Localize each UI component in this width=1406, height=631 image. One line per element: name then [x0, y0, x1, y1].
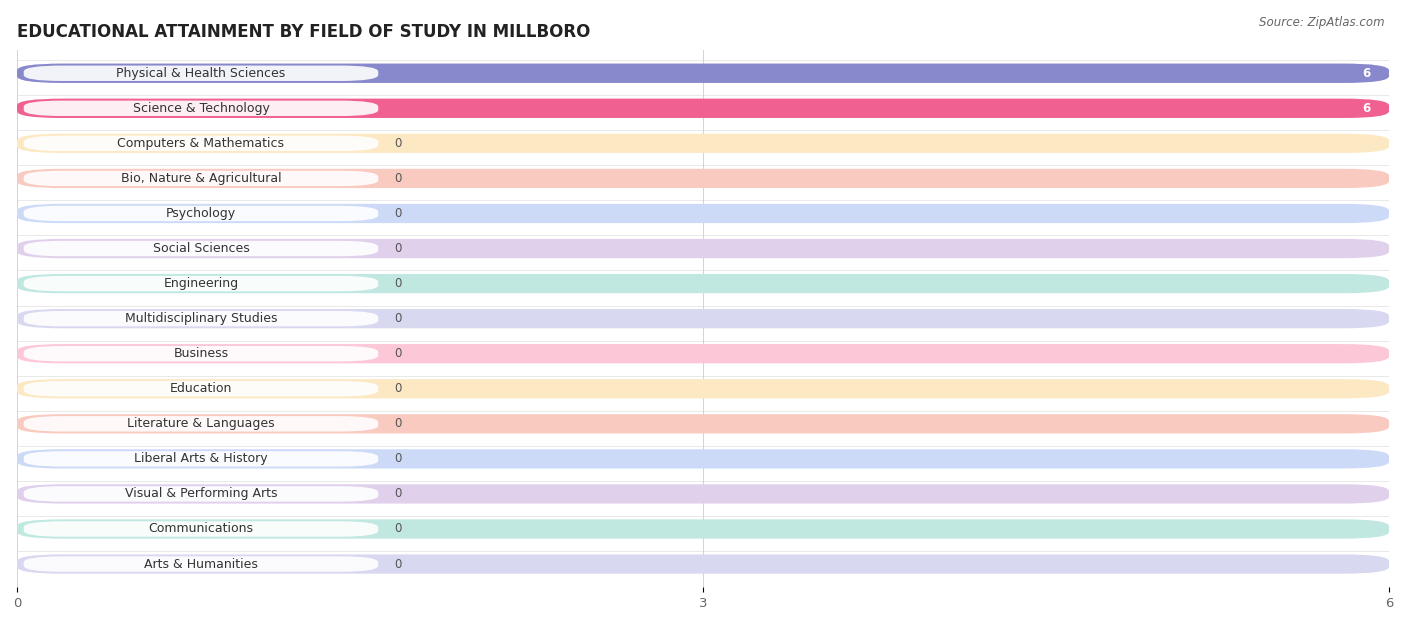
FancyBboxPatch shape	[17, 309, 1389, 328]
Text: EDUCATIONAL ATTAINMENT BY FIELD OF STUDY IN MILLBORO: EDUCATIONAL ATTAINMENT BY FIELD OF STUDY…	[17, 23, 591, 40]
Text: Communications: Communications	[149, 522, 253, 536]
Text: Arts & Humanities: Arts & Humanities	[143, 558, 257, 570]
FancyBboxPatch shape	[17, 64, 1389, 83]
Text: 0: 0	[394, 558, 402, 570]
FancyBboxPatch shape	[24, 346, 378, 362]
FancyBboxPatch shape	[17, 274, 1389, 293]
FancyBboxPatch shape	[17, 344, 1389, 363]
Text: Business: Business	[173, 347, 229, 360]
FancyBboxPatch shape	[17, 379, 1389, 398]
Text: Computers & Mathematics: Computers & Mathematics	[118, 137, 284, 150]
Text: 0: 0	[394, 382, 402, 395]
FancyBboxPatch shape	[17, 239, 1389, 258]
Text: Literature & Languages: Literature & Languages	[127, 417, 274, 430]
FancyBboxPatch shape	[24, 557, 378, 572]
Text: Source: ZipAtlas.com: Source: ZipAtlas.com	[1260, 16, 1385, 29]
FancyBboxPatch shape	[24, 276, 378, 292]
FancyBboxPatch shape	[17, 414, 1389, 433]
Text: Science & Technology: Science & Technology	[132, 102, 270, 115]
Text: 0: 0	[394, 312, 402, 325]
Text: 0: 0	[394, 277, 402, 290]
FancyBboxPatch shape	[24, 311, 378, 326]
Text: 0: 0	[394, 172, 402, 185]
Text: 0: 0	[394, 207, 402, 220]
Text: Physical & Health Sciences: Physical & Health Sciences	[117, 67, 285, 80]
FancyBboxPatch shape	[24, 206, 378, 221]
FancyBboxPatch shape	[24, 381, 378, 396]
Text: Social Sciences: Social Sciences	[153, 242, 249, 255]
Text: 0: 0	[394, 347, 402, 360]
FancyBboxPatch shape	[24, 66, 378, 81]
FancyBboxPatch shape	[17, 204, 1389, 223]
FancyBboxPatch shape	[17, 64, 1389, 83]
Text: 0: 0	[394, 452, 402, 466]
FancyBboxPatch shape	[24, 100, 378, 116]
Text: Education: Education	[170, 382, 232, 395]
Text: 0: 0	[394, 137, 402, 150]
FancyBboxPatch shape	[17, 134, 1389, 153]
FancyBboxPatch shape	[24, 136, 378, 151]
Text: Engineering: Engineering	[163, 277, 239, 290]
Text: Visual & Performing Arts: Visual & Performing Arts	[125, 487, 277, 500]
FancyBboxPatch shape	[24, 416, 378, 432]
FancyBboxPatch shape	[17, 98, 1389, 118]
FancyBboxPatch shape	[17, 555, 1389, 574]
Text: 0: 0	[394, 242, 402, 255]
Text: 6: 6	[1362, 102, 1371, 115]
Text: Bio, Nature & Agricultural: Bio, Nature & Agricultural	[121, 172, 281, 185]
FancyBboxPatch shape	[24, 487, 378, 502]
FancyBboxPatch shape	[24, 171, 378, 186]
FancyBboxPatch shape	[24, 451, 378, 466]
Text: 0: 0	[394, 417, 402, 430]
FancyBboxPatch shape	[17, 449, 1389, 468]
Text: 6: 6	[1362, 67, 1371, 80]
FancyBboxPatch shape	[24, 241, 378, 256]
Text: 0: 0	[394, 487, 402, 500]
Text: Liberal Arts & History: Liberal Arts & History	[134, 452, 267, 466]
Text: 0: 0	[394, 522, 402, 536]
Text: Multidisciplinary Studies: Multidisciplinary Studies	[125, 312, 277, 325]
FancyBboxPatch shape	[17, 168, 1389, 188]
Text: Psychology: Psychology	[166, 207, 236, 220]
FancyBboxPatch shape	[17, 485, 1389, 504]
FancyBboxPatch shape	[17, 519, 1389, 539]
FancyBboxPatch shape	[24, 521, 378, 537]
FancyBboxPatch shape	[17, 98, 1389, 118]
